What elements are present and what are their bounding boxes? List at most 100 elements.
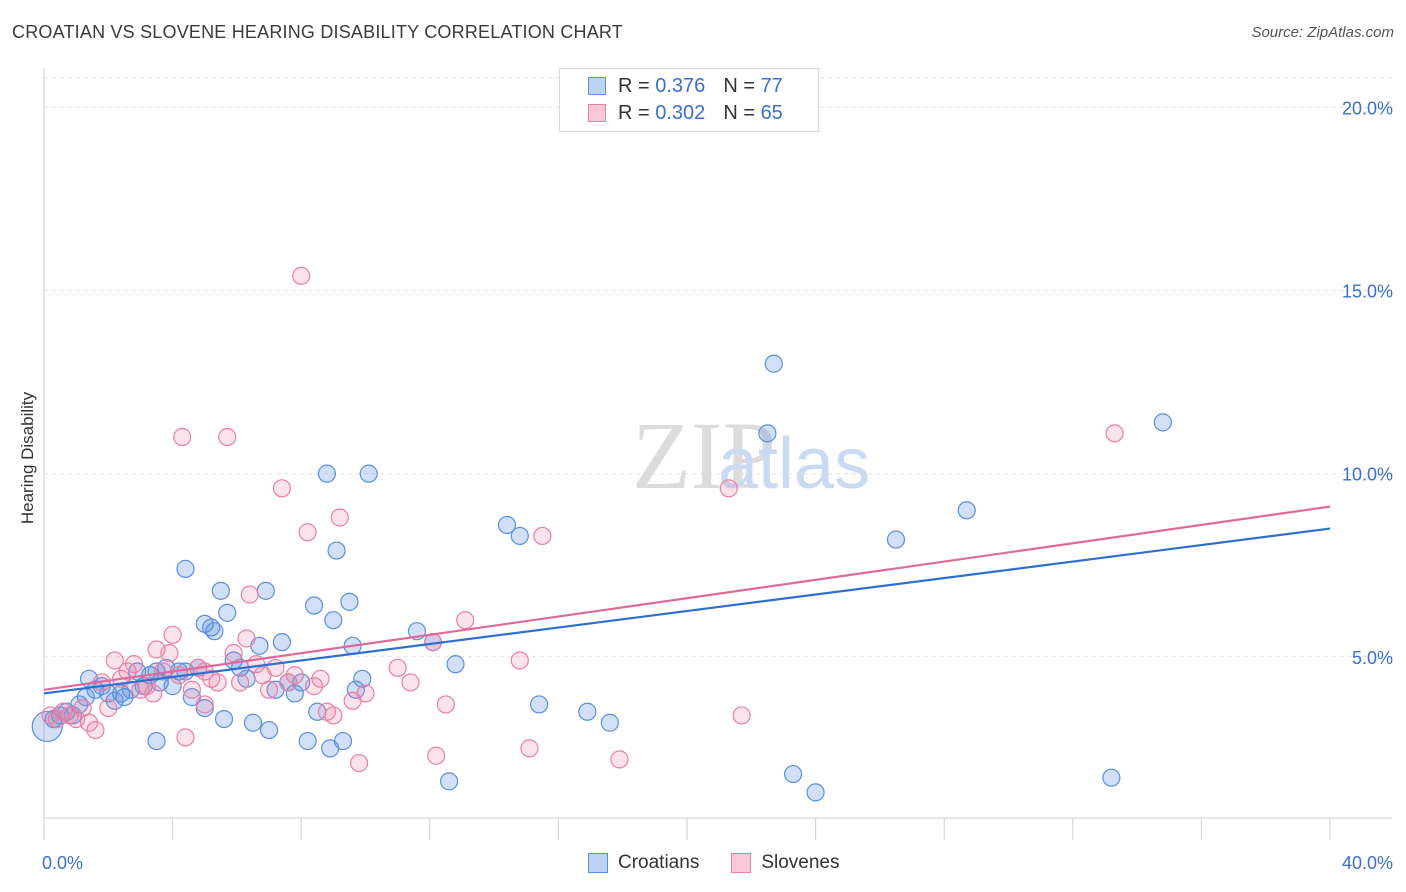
slovenes-point — [144, 684, 163, 703]
slovenes-point — [311, 669, 330, 688]
croatians-point — [600, 713, 619, 732]
croatians-point — [256, 581, 275, 600]
slovenes-point — [279, 673, 298, 692]
y-tick-label: 5.0% — [1352, 648, 1393, 668]
croatians-point — [115, 688, 134, 707]
croatians-point — [211, 581, 230, 600]
croatians-point — [1153, 413, 1172, 432]
slovenes-point — [176, 728, 195, 747]
tick-labels: 5.0% 10.0% 15.0% 20.0% 0.0% 40.0% — [42, 98, 1393, 873]
slovenes-points — [41, 266, 1124, 773]
slovenes-point — [160, 644, 179, 663]
slovenes-point — [1105, 424, 1124, 443]
x-tick-label-max: 40.0% — [1342, 853, 1393, 873]
slovenes-point — [292, 266, 311, 285]
croatians-point — [205, 622, 224, 641]
croatians-point — [957, 501, 976, 520]
legend-item-croatians[interactable]: Croatians — [588, 852, 699, 874]
croatians-trend-line — [43, 527, 1331, 695]
slovenes-point — [118, 662, 137, 681]
slovenes-swatch — [588, 104, 606, 122]
croatians-point — [105, 691, 124, 710]
n-value: 65 — [760, 101, 783, 124]
slovenes-point — [163, 625, 182, 644]
croatians-point — [327, 541, 346, 560]
croatians-point — [806, 783, 825, 802]
slovenes-point — [510, 651, 529, 670]
slovenes-point — [259, 680, 279, 699]
croatians-point — [758, 424, 777, 443]
slovenes-point — [79, 713, 99, 732]
slovenes-trend-line — [43, 505, 1331, 691]
y-tick-label: 15.0% — [1342, 281, 1393, 301]
r-value: 0.376 — [655, 74, 706, 97]
croatians-point — [439, 772, 459, 791]
croatians-point — [353, 669, 372, 688]
slovenes-point — [533, 526, 552, 546]
croatians-point — [214, 709, 234, 729]
croatians-point — [285, 684, 304, 703]
watermark-atlas: atlas — [718, 424, 870, 504]
slovenes-point — [224, 644, 243, 663]
slovenes-point — [105, 651, 124, 670]
y-tick-label: 10.0% — [1342, 465, 1393, 485]
slovenes-point — [182, 680, 201, 699]
slovenes-point — [330, 508, 349, 527]
slovenes-point — [719, 479, 738, 498]
slovenes-point — [520, 739, 539, 758]
slovenes-point — [427, 746, 446, 765]
trend-lines — [43, 505, 1331, 695]
slovenes-point — [285, 666, 304, 685]
y-tick-label: 20.0% — [1342, 98, 1393, 118]
croatians-point — [176, 559, 195, 578]
croatians-point — [497, 515, 517, 535]
croatians-point — [259, 720, 279, 740]
slovenes-point — [732, 706, 751, 725]
croatians-point — [446, 655, 465, 674]
slovenes-point — [388, 658, 407, 677]
slovenes-point — [237, 629, 256, 648]
slovenes-point — [436, 695, 455, 714]
slovenes-point — [124, 655, 144, 674]
slovenes-point — [208, 673, 227, 692]
chart-title: CROATIAN VS SLOVENE HEARING DISABILITY C… — [12, 22, 623, 42]
croatians-legend-swatch — [588, 853, 608, 873]
r-value: 0.302 — [655, 101, 706, 124]
slovenes-point — [304, 677, 324, 696]
croatians-point — [340, 592, 359, 611]
croatians-point — [243, 713, 263, 732]
croatians-point — [359, 464, 378, 483]
slovenes-point — [610, 750, 629, 769]
slovenes-point — [173, 427, 192, 447]
croatians-point — [298, 731, 317, 751]
n-label: N = — [723, 74, 755, 97]
croatians-point — [333, 731, 353, 751]
slovenes-point — [266, 658, 285, 677]
croatians-point — [783, 764, 803, 784]
croatians-point — [346, 680, 365, 699]
croatians-point — [886, 530, 906, 549]
croatians-points — [31, 354, 1172, 802]
legend-label-slovenes: Slovenes — [761, 852, 840, 873]
slovenes-legend-swatch — [731, 853, 752, 873]
legend-item-slovenes[interactable]: Slovenes — [731, 852, 840, 874]
croatians-point — [510, 526, 529, 546]
slovenes-point — [349, 753, 369, 773]
watermark-zip: ZIP — [632, 402, 776, 509]
croatians-point — [272, 633, 292, 652]
slovenes-point — [240, 585, 259, 604]
r-label: R = — [618, 74, 650, 97]
croatians-point — [147, 731, 166, 751]
slovenes-point — [401, 673, 420, 692]
croatians-point — [764, 354, 783, 373]
legend-label-croatians: Croatians — [618, 852, 700, 873]
r-label: R = — [618, 101, 650, 124]
slovenes-point — [86, 720, 105, 740]
croatians-point — [218, 603, 237, 622]
n-label: N = — [723, 101, 755, 124]
source-label: Source: ZipAtlas.com — [1251, 24, 1394, 41]
stats-legend: R = 0.376 N = 77 R = 0.302 N = 65 — [559, 68, 819, 132]
slovenes-point — [456, 611, 475, 630]
stats-row-croatians: R = 0.376 N = 77 — [588, 74, 783, 98]
